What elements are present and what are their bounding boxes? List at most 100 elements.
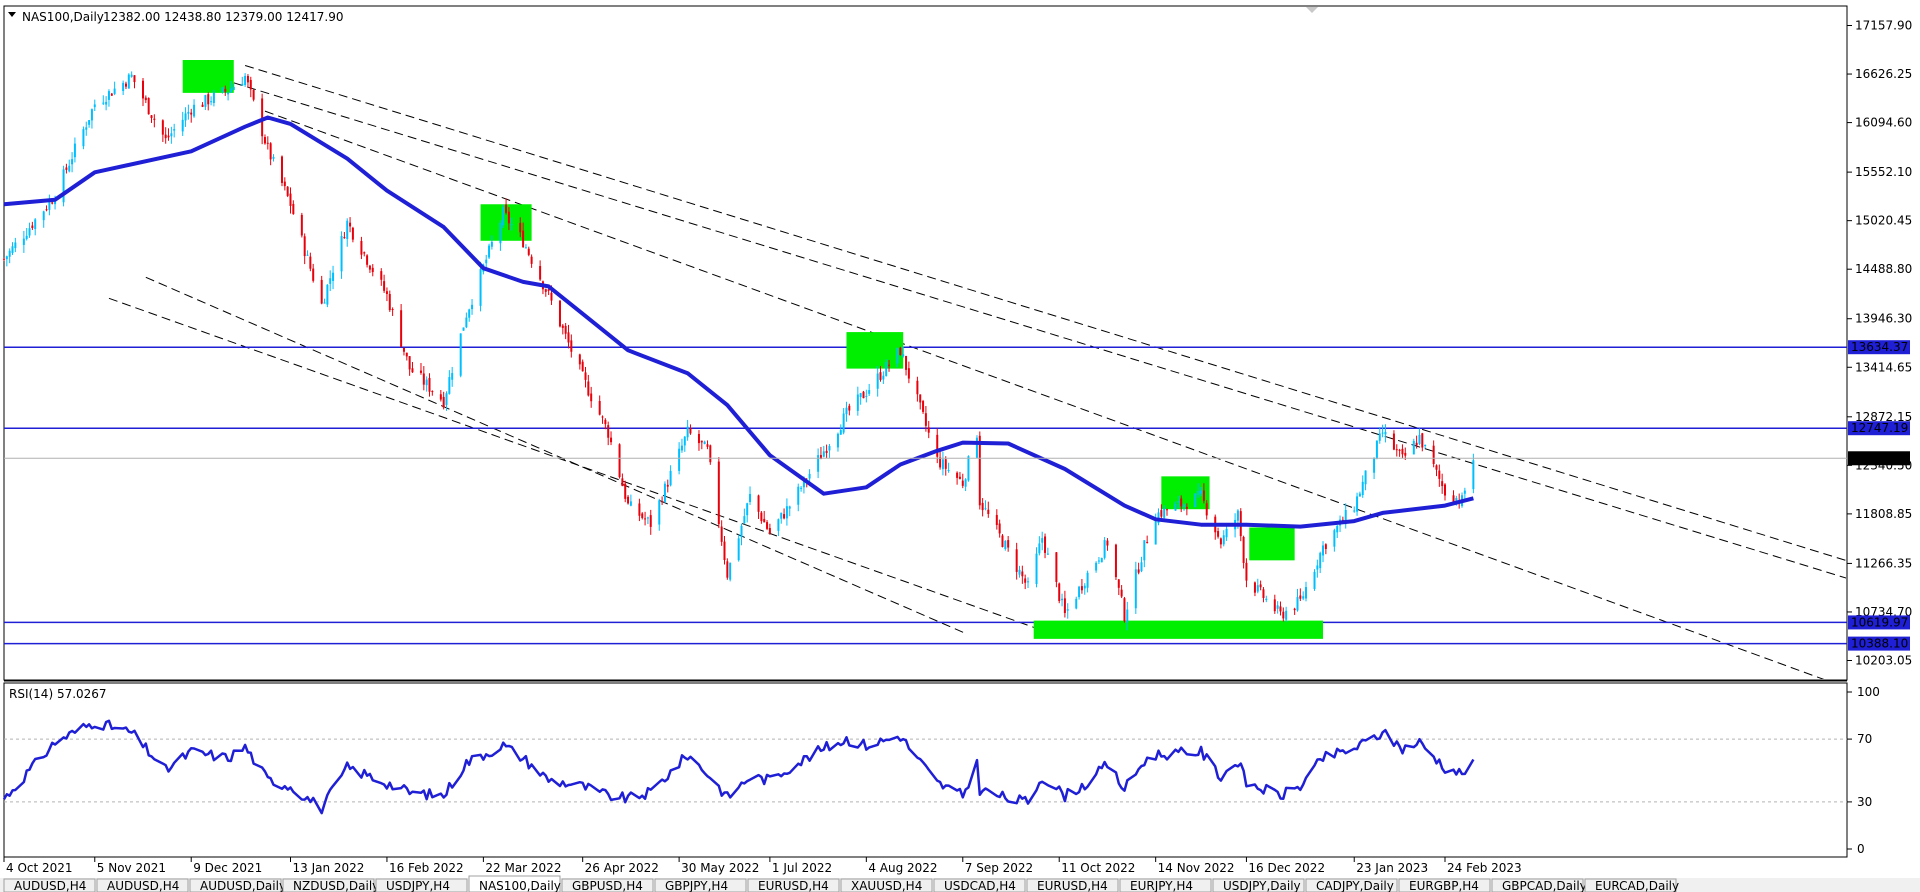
candle-body	[90, 109, 93, 121]
candle-body	[581, 361, 584, 372]
candle-body	[1273, 599, 1276, 612]
chart-tab[interactable]	[1491, 878, 1584, 892]
candle-body	[1319, 552, 1322, 569]
price-panel[interactable]	[3, 5, 1848, 681]
candle-body	[34, 219, 37, 229]
candle-body	[1038, 543, 1041, 554]
level-tag-box	[1848, 615, 1910, 630]
candle-body	[122, 82, 125, 92]
chart-tab-label: EURUSD,H4	[1037, 879, 1108, 892]
candle-body	[425, 379, 428, 386]
candle-body	[978, 435, 981, 506]
candle-body	[1018, 569, 1021, 575]
candle-body	[1415, 442, 1418, 446]
candle-body	[700, 440, 703, 443]
price-tick-label: 16094.60	[1855, 116, 1912, 130]
candle-body	[658, 500, 661, 525]
candle-body	[1200, 490, 1203, 494]
chart-tab[interactable]	[375, 878, 468, 892]
time-tick-label: 22 Mar 2022	[485, 861, 561, 875]
level-tag-label: 10619.97	[1851, 615, 1908, 629]
candle-body	[627, 496, 630, 504]
chart-tab[interactable]	[1119, 878, 1212, 892]
time-tick-label: 16 Feb 2022	[389, 861, 464, 875]
candle-body	[749, 493, 752, 503]
candle-body	[737, 538, 740, 561]
trendline-dashed	[233, 82, 1846, 579]
candle-body	[1166, 509, 1169, 511]
candle-body	[1177, 500, 1180, 503]
chart-tab[interactable]	[1212, 878, 1305, 892]
candle-body	[879, 372, 882, 380]
candle-body	[1146, 542, 1149, 544]
candle-body	[1285, 610, 1288, 620]
chart-tab[interactable]	[1026, 878, 1119, 892]
candle-body	[800, 487, 803, 489]
candle-body	[1058, 583, 1061, 601]
time-axis: 4 Oct 2021 5 Nov 2021 9 Dec 2021 13 Jan 202…	[3, 857, 1522, 875]
candle-body	[927, 427, 930, 433]
chart-tab[interactable]	[189, 878, 282, 892]
chart-tab[interactable]	[96, 878, 189, 892]
candle-body	[309, 256, 312, 269]
chart-tab[interactable]	[1305, 878, 1398, 892]
dropdown-triangle-icon[interactable]	[8, 12, 16, 17]
time-tick-label: 1 Jul 2022	[772, 861, 832, 875]
candle-body	[391, 309, 394, 311]
chart-tab[interactable]	[840, 878, 933, 892]
candle-body	[822, 451, 825, 457]
current-price-box	[1848, 451, 1910, 466]
moving-average-line	[3, 115, 1474, 529]
candle-body	[590, 393, 593, 402]
candle-body	[1095, 562, 1098, 571]
candle-body	[300, 214, 303, 236]
candle-body	[981, 502, 984, 511]
highlight-zone	[846, 332, 904, 369]
candle-body	[539, 266, 542, 280]
chart-tab[interactable]	[1584, 878, 1677, 892]
candle-body	[5, 256, 8, 260]
candle-body	[363, 252, 366, 254]
time-tick-label: 13 Jan 2022	[292, 861, 364, 875]
candle-body	[383, 281, 386, 291]
candle-body	[598, 401, 601, 415]
candle-body	[442, 396, 445, 408]
candle-body	[1197, 490, 1200, 495]
chart-tab[interactable]	[654, 878, 747, 892]
candle-body	[249, 79, 252, 90]
chart-shift-marker-icon[interactable]	[1306, 7, 1318, 13]
candle-body	[402, 347, 405, 352]
candle-body	[1256, 585, 1259, 592]
time-tick-label: 23 Jan 2023	[1356, 861, 1428, 875]
candle-body	[272, 156, 275, 159]
candle-body	[431, 391, 434, 393]
candle-body	[488, 245, 491, 258]
candle-body	[329, 278, 332, 284]
chart-tab[interactable]	[468, 875, 561, 892]
chart-tab-label: XAUUSD,H4	[851, 879, 922, 892]
candle-body	[865, 395, 868, 397]
chart-tab[interactable]	[747, 878, 840, 892]
candle-body	[856, 394, 859, 411]
highlight-zone	[182, 60, 234, 93]
candle-body	[899, 347, 902, 356]
candle-body	[445, 393, 448, 405]
candle-body	[1183, 504, 1186, 508]
candle-body	[161, 120, 164, 135]
candle-body	[1114, 544, 1117, 578]
chart-tab[interactable]	[933, 878, 1026, 892]
candle-body	[227, 92, 230, 95]
candle-body	[1080, 586, 1083, 591]
chart-tab[interactable]	[282, 878, 375, 892]
chart-tab[interactable]	[1398, 878, 1491, 892]
candle-body	[638, 503, 641, 516]
candle-body	[1086, 572, 1089, 588]
price-tick-label: 17157.90	[1855, 19, 1912, 33]
rsi-label: RSI(14) 57.0267	[9, 687, 107, 701]
chart-tab[interactable]	[3, 878, 96, 892]
rsi-tick-label: 70	[1857, 732, 1872, 746]
rsi-panel[interactable]	[3, 682, 1848, 858]
candle-body	[1078, 586, 1081, 598]
chart-tab[interactable]	[561, 878, 654, 892]
